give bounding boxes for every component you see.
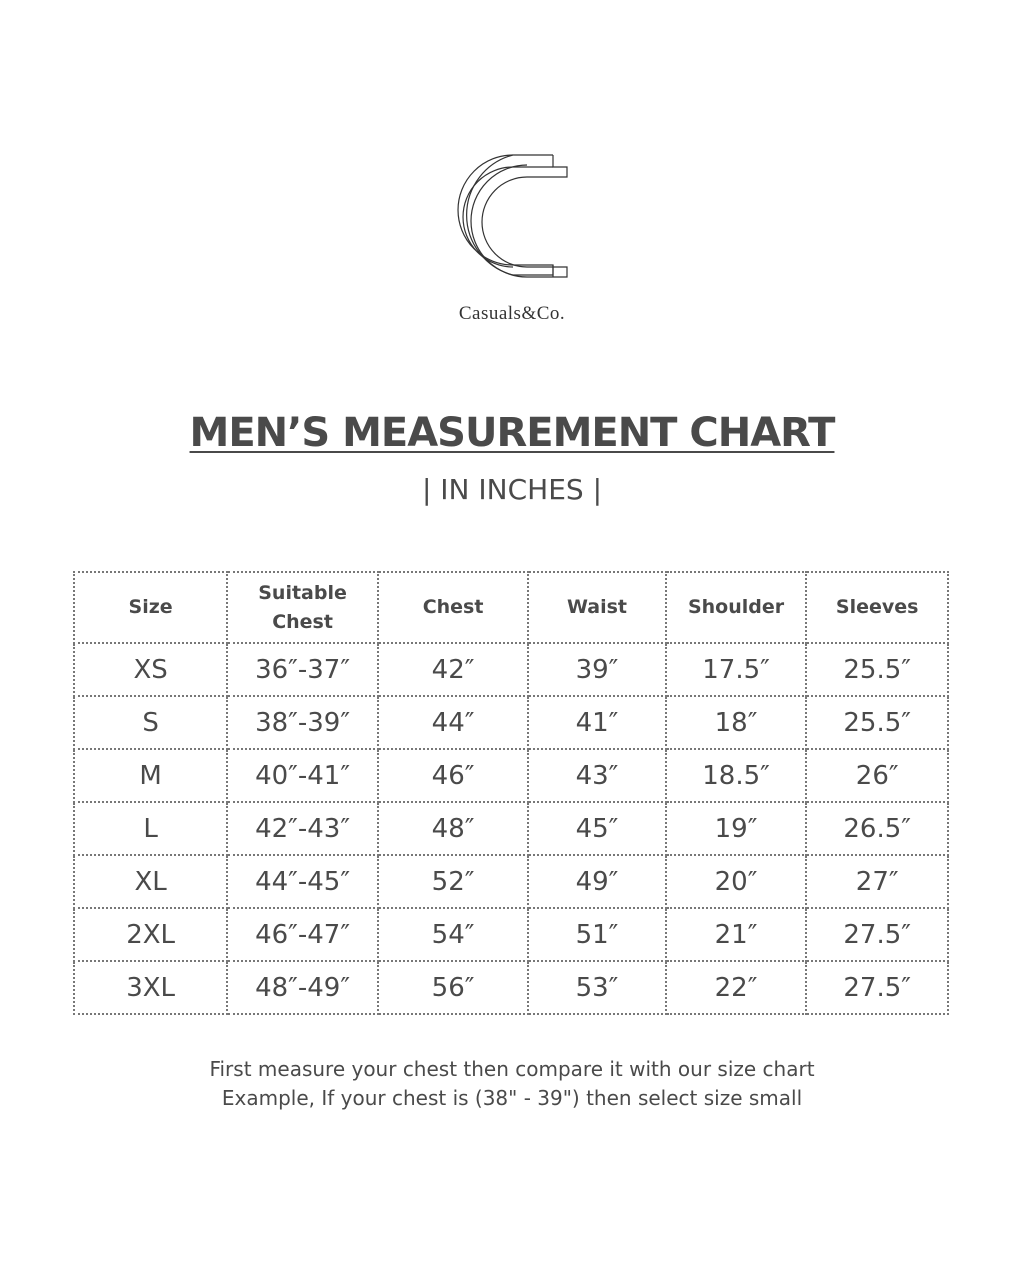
table-cell: L <box>72 801 229 856</box>
table-row: M 40″-41″ 46″ 43″ 18.5″ 26″ <box>72 748 949 803</box>
table-cell: 25.5″ <box>805 642 949 697</box>
table-cell: 20″ <box>664 854 808 909</box>
table-cell: 52″ <box>376 854 530 909</box>
table-cell: 27.5″ <box>805 960 949 1015</box>
table-cell: XS <box>72 642 229 697</box>
page-title: MEN’S MEASUREMENT CHART <box>189 410 836 456</box>
table-row: XL 44″-45″ 52″ 49″ 20″ 27″ <box>72 854 949 909</box>
table-cell: 19″ <box>664 801 808 856</box>
table-cell: 17.5″ <box>664 642 808 697</box>
table-cell: M <box>72 748 229 803</box>
table-row: L 42″-43″ 48″ 45″ 19″ 26.5″ <box>72 801 949 856</box>
table-cell: 45″ <box>527 801 667 856</box>
table-cell: 46″-47″ <box>226 907 379 962</box>
table-row: 3XL 48″-49″ 56″ 53″ 22″ 27.5″ <box>72 960 949 1015</box>
column-header: Suitable Chest <box>226 571 379 644</box>
brand-logo-icon <box>457 154 568 278</box>
table-cell: 44″ <box>376 695 530 750</box>
table-cell: 18″ <box>664 695 808 750</box>
table-cell: 42″-43″ <box>226 801 379 856</box>
column-header: Size <box>72 571 229 644</box>
page-subtitle: | IN INCHES | <box>421 473 603 506</box>
column-header: Shoulder <box>664 571 808 644</box>
table-cell: 56″ <box>376 960 530 1015</box>
table-cell: 44″-45″ <box>226 854 379 909</box>
table-row: S 38″-39″ 44″ 41″ 18″ 25.5″ <box>72 695 949 750</box>
table-cell: 49″ <box>527 854 667 909</box>
table-cell: 38″-39″ <box>226 695 379 750</box>
table-cell: 54″ <box>376 907 530 962</box>
table-cell: 2XL <box>72 907 229 962</box>
table-cell: 53″ <box>527 960 667 1015</box>
table-cell: 39″ <box>527 642 667 697</box>
table-cell: 18.5″ <box>664 748 808 803</box>
table-row: XS 36″-37″ 42″ 39″ 17.5″ 25.5″ <box>72 642 949 697</box>
brand-name: Casuals&Co. <box>458 303 566 324</box>
table-cell: 48″ <box>376 801 530 856</box>
table-cell: 3XL <box>72 960 229 1015</box>
table-cell: 26″ <box>805 748 949 803</box>
table-cell: 46″ <box>376 748 530 803</box>
table-cell: 21″ <box>664 907 808 962</box>
instruction-line-2: Example, If your chest is (38" - 39") th… <box>221 1086 803 1110</box>
table-cell: 51″ <box>527 907 667 962</box>
table-cell: 43″ <box>527 748 667 803</box>
instruction-line-1: First measure your chest then compare it… <box>209 1057 815 1081</box>
table-cell: 36″-37″ <box>226 642 379 697</box>
table-cell: 42″ <box>376 642 530 697</box>
table-cell: 48″-49″ <box>226 960 379 1015</box>
column-header: Sleeves <box>805 571 949 644</box>
table-cell: 41″ <box>527 695 667 750</box>
column-header: Chest <box>376 571 530 644</box>
table-cell: 25.5″ <box>805 695 949 750</box>
table-cell: XL <box>72 854 229 909</box>
table-cell: 27.5″ <box>805 907 949 962</box>
instruction-note: First measure your chest then compare it… <box>0 1055 1024 1113</box>
table-header-row: Size Suitable Chest Chest Waist Shoulder Slee… <box>72 571 949 644</box>
table-row: 2XL 46″-47″ 54″ 51″ 21″ 27.5″ <box>72 907 949 962</box>
table-cell: 22″ <box>664 960 808 1015</box>
column-header: Waist <box>527 571 667 644</box>
table-cell: 26.5″ <box>805 801 949 856</box>
table-cell: S <box>72 695 229 750</box>
size-chart-table: Size Suitable Chest Chest Waist Shoulder Slee… <box>72 571 949 1015</box>
table-cell: 27″ <box>805 854 949 909</box>
table-cell: 40″-41″ <box>226 748 379 803</box>
